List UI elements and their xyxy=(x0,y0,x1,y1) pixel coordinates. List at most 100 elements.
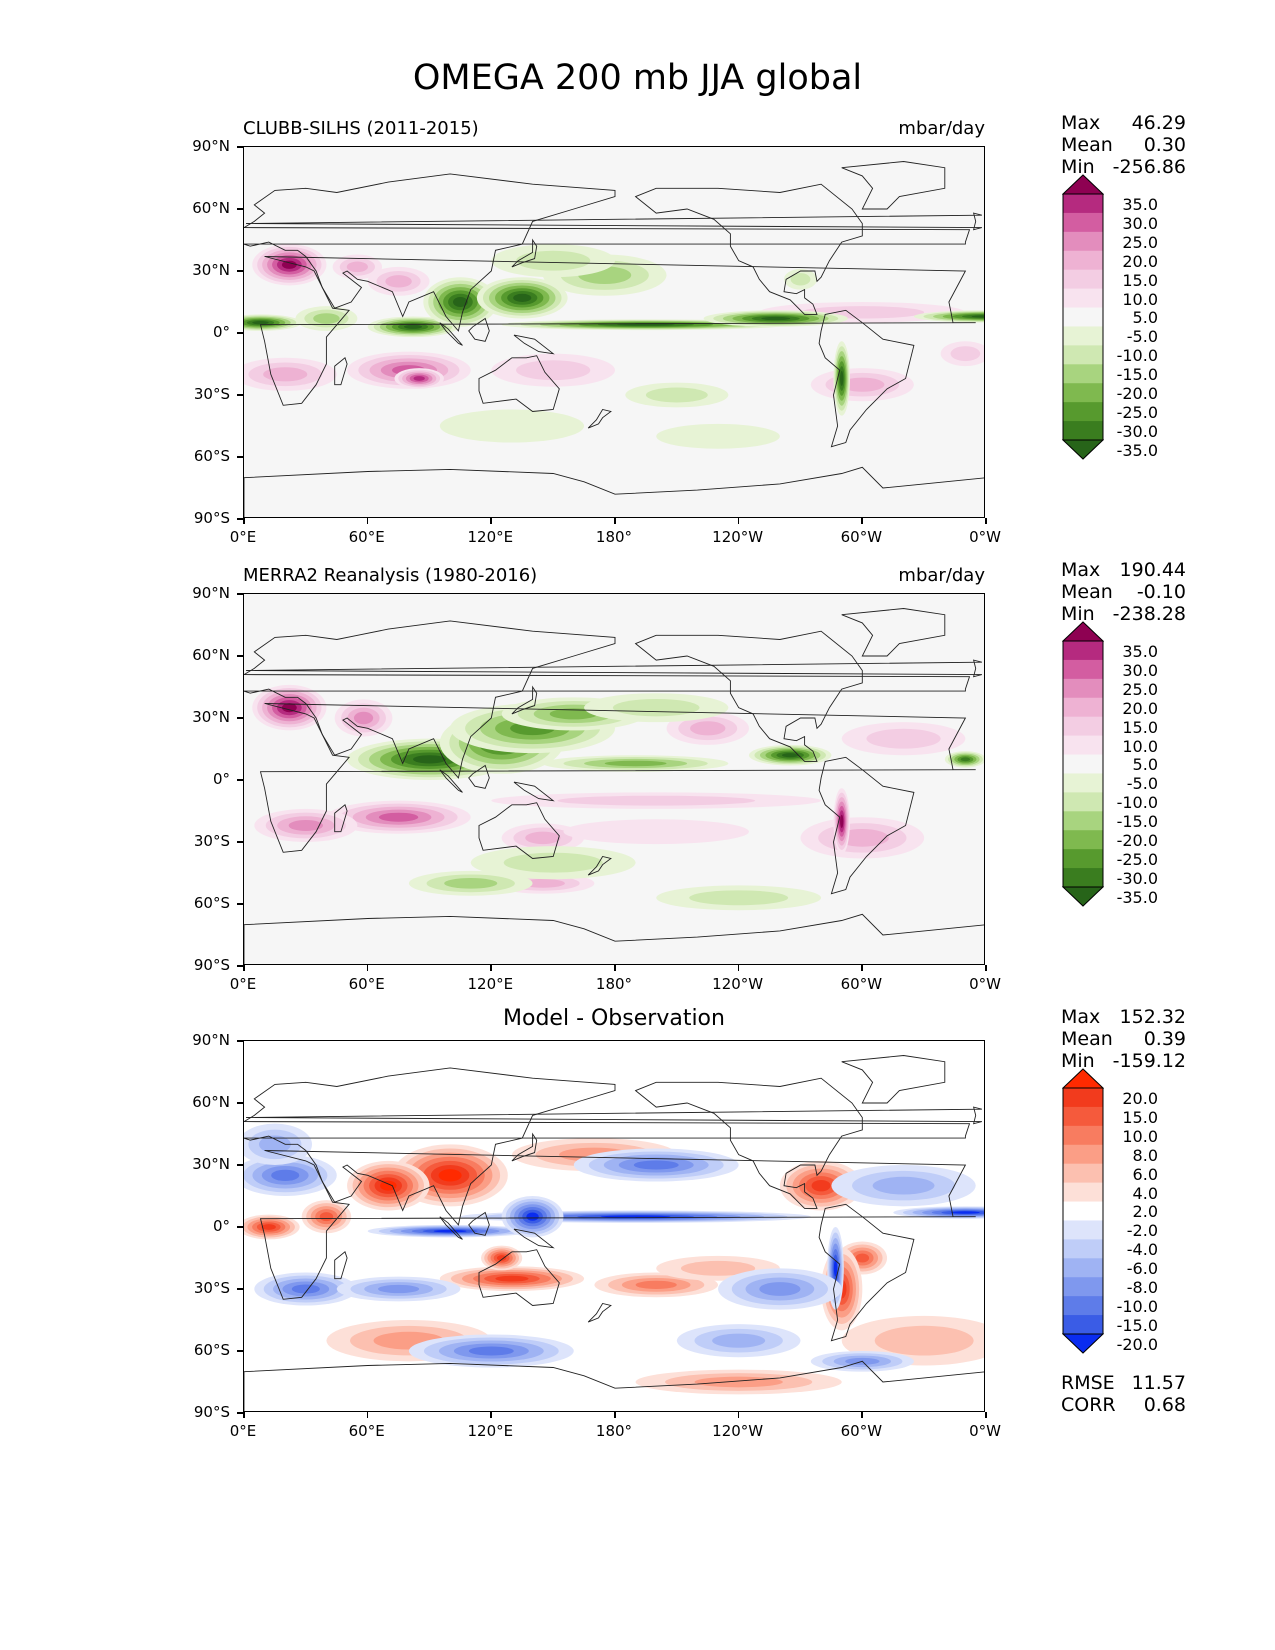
negative-anomaly-contour xyxy=(617,323,675,326)
positive-anomaly-contour xyxy=(525,831,561,845)
positive-anomaly-contour xyxy=(557,795,756,806)
units-label: mbar/day xyxy=(898,565,985,586)
colorbar-tick-label: -4.0 xyxy=(1126,1240,1158,1260)
x-tick-label: 120°E xyxy=(467,528,514,546)
colorbar-tick-label: -35.0 xyxy=(1116,887,1158,907)
colorbar-band xyxy=(1063,1239,1103,1259)
positive-anomaly-contour xyxy=(840,377,885,392)
x-tick-mark xyxy=(614,965,616,971)
x-tick-mark xyxy=(985,965,987,971)
coastline xyxy=(841,161,946,210)
negative-anomaly-contour xyxy=(781,753,799,758)
colorbar-extend-max xyxy=(1062,174,1104,195)
colorbar-tick-label: -6.0 xyxy=(1126,1259,1158,1279)
positive-anomaly-contour xyxy=(690,721,726,736)
negative-anomaly-contour xyxy=(444,878,498,889)
map-svg xyxy=(244,608,984,964)
colorbar-band xyxy=(1063,1315,1103,1335)
map-panel xyxy=(243,146,985,518)
coastline xyxy=(841,1055,946,1104)
y-tick-label: 90°S xyxy=(193,1403,230,1421)
coastline xyxy=(259,703,976,853)
map-svg xyxy=(244,161,984,517)
colorbar-tick-label: -25.0 xyxy=(1116,403,1158,423)
y-tick-mark xyxy=(237,394,243,396)
negative-anomaly-contour xyxy=(872,1176,935,1195)
y-tick-mark xyxy=(237,456,243,458)
colorbar-tick-label: -20.0 xyxy=(1116,384,1158,404)
colorbar-tick-label: 25.0 xyxy=(1122,679,1158,699)
coastline xyxy=(244,466,984,517)
x-tick-mark xyxy=(243,1412,245,1418)
y-tick-label: 30°S xyxy=(193,1279,230,1297)
negative-anomaly-contour xyxy=(452,297,468,307)
colorbar-tick-label: -25.0 xyxy=(1116,850,1158,870)
colorbar-band xyxy=(1063,326,1103,346)
colorbar-band xyxy=(1063,1201,1103,1221)
coastline xyxy=(841,608,946,657)
positive-anomaly-contour xyxy=(261,1224,276,1230)
colorbar-band xyxy=(1063,659,1103,680)
y-tick-label: 60°N xyxy=(192,199,230,217)
x-tick-label: 180° xyxy=(595,528,633,546)
colorbar-tick-label: -30.0 xyxy=(1116,869,1158,888)
coastline xyxy=(244,1067,971,1226)
colorbar-tick-label: 10.0 xyxy=(1122,289,1158,309)
stat-label: Mean xyxy=(1061,581,1113,603)
coastlines xyxy=(244,161,984,517)
colorbar xyxy=(1062,621,1104,907)
coastline xyxy=(334,804,348,833)
stat-row: Mean -0.10 xyxy=(1061,581,1186,603)
colorbar-tick-label: -20.0 xyxy=(1116,831,1158,851)
colorbar-band xyxy=(1063,288,1103,309)
negative-anomaly-contour xyxy=(761,316,791,321)
colorbar-tick-label: -15.0 xyxy=(1116,1316,1158,1335)
positive-anomaly-contour xyxy=(281,703,297,713)
colorbar-tick-label: -35.0 xyxy=(1116,440,1158,460)
map-panel xyxy=(243,593,985,965)
colorbar-band xyxy=(1063,307,1103,327)
colorbar-tick-label: -15.0 xyxy=(1116,812,1158,832)
y-tick-label: 30°S xyxy=(193,385,230,403)
coastline xyxy=(634,183,863,315)
coastline xyxy=(511,1132,538,1162)
coastline xyxy=(478,1249,560,1306)
coastline xyxy=(587,408,612,429)
colorbar-band xyxy=(1063,1277,1103,1297)
colorbar-tick-label: -15.0 xyxy=(1116,365,1158,385)
x-tick-label: 120°W xyxy=(712,975,764,993)
y-tick-mark xyxy=(237,593,243,595)
metric-row: CORR 0.68 xyxy=(1061,1394,1186,1416)
positive-anomaly-contour xyxy=(950,346,981,362)
stat-value: -256.86 xyxy=(1112,156,1186,178)
x-tick-mark xyxy=(861,1412,863,1418)
x-tick-label: 60°E xyxy=(348,528,385,546)
colorbar-band xyxy=(1063,1182,1103,1203)
stats-box: Max 152.32 Mean 0.39 Min -159.12 xyxy=(1061,1006,1186,1072)
stat-value: -159.12 xyxy=(1112,1050,1186,1072)
colorbar-tick-label: -5.0 xyxy=(1126,774,1158,794)
panel-title: MERRA2 Reanalysis (1980-2016) xyxy=(243,565,538,586)
colorbar-band xyxy=(1063,421,1103,441)
x-tick-label: 60°W xyxy=(840,528,883,546)
coastline xyxy=(259,1150,976,1300)
y-tick-mark xyxy=(237,1412,243,1414)
colorbar-band xyxy=(1063,402,1103,422)
negative-anomaly-contour xyxy=(291,1284,320,1294)
stat-row: Max 152.32 xyxy=(1061,1006,1186,1028)
coastline xyxy=(439,769,463,793)
y-tick-mark xyxy=(237,518,243,520)
negative-anomaly-contour xyxy=(656,423,780,449)
metric-value: 0.68 xyxy=(1143,1394,1186,1416)
positive-anomaly-contour xyxy=(520,878,565,888)
coastline xyxy=(587,855,612,876)
x-tick-label: 0°W xyxy=(969,528,1001,546)
stat-label: Min xyxy=(1061,1050,1095,1072)
colorbar-band xyxy=(1063,830,1103,850)
x-tick-label: 120°E xyxy=(467,1422,514,1440)
x-tick-mark xyxy=(490,518,492,524)
positive-anomaly-contour xyxy=(413,376,425,381)
colorbar-band xyxy=(1063,383,1103,403)
colorbar-tick-label: 4.0 xyxy=(1132,1183,1158,1203)
y-tick-label: 30°N xyxy=(192,261,230,279)
